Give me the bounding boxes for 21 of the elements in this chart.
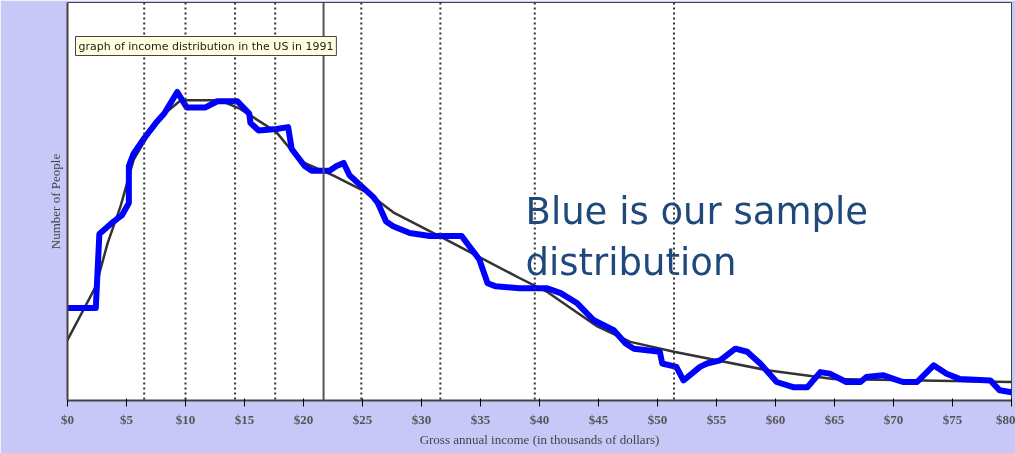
x-tick-label: $40 [529,411,550,427]
x-tick-label: $60 [765,411,786,427]
annotation: Blue is our sample distribution [525,189,869,285]
x-tick-label: $75 [942,411,963,427]
x-tick-label: $25 [352,411,373,427]
x-axis-title: Gross annual income (in thousands of dollars) [419,431,660,447]
x-tick-label: $70 [883,411,904,427]
x-tick-label: $55 [706,411,727,427]
x-tick-label: $15 [234,411,255,427]
x-tick-label: $80 [996,411,1015,427]
x-tick-label: $0 [61,411,74,427]
x-tick-label: $45 [588,411,609,427]
x-tick-label: $35 [470,411,491,427]
y-axis-title: Number of People [47,153,63,250]
x-tick-label: $20 [293,411,314,427]
x-tick-label: $30 [411,411,432,427]
x-tick-label: $5 [120,411,134,427]
x-tick-label: $65 [824,411,845,427]
x-tick-label: $50 [647,411,668,427]
x-tick-label: $10 [175,411,196,427]
chart-title: graph of income distribution in the US in 1991 [78,39,334,53]
